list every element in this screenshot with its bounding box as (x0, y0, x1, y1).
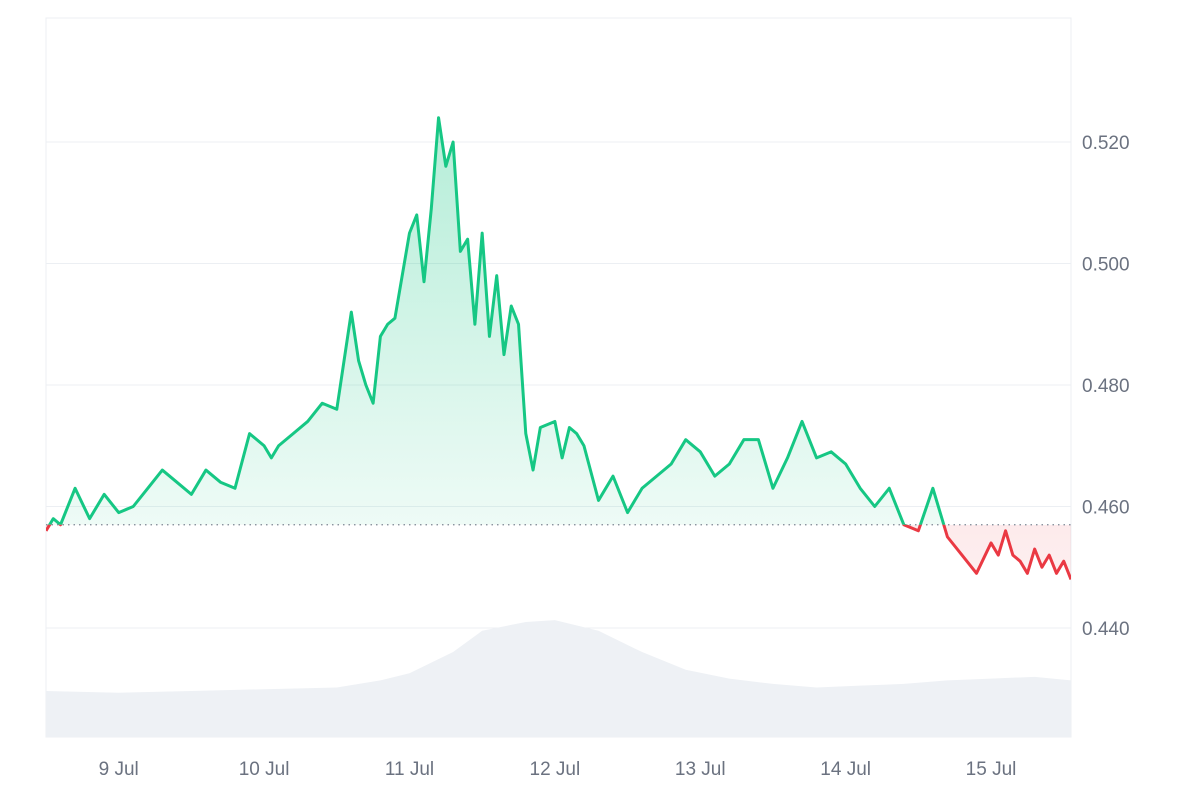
grid-lines (46, 141, 1071, 629)
y-tick-label: 0.500 (1082, 255, 1130, 276)
area-above-baseline (46, 117, 1071, 525)
x-axis-ticks: 9 Jul 10 Jul 11 Jul 12 Jul 13 Jul 14 Jul 15 Ju… (99, 759, 1017, 780)
x-tick-label: 9 Jul (99, 759, 139, 780)
area-below-baseline (46, 524, 1071, 580)
price-area-fill (46, 117, 1071, 580)
x-tick-label: 13 Jul (675, 759, 726, 780)
x-tick-label: 15 Jul (966, 759, 1017, 780)
volume-layer (46, 620, 1071, 737)
y-tick-label: 0.440 (1082, 619, 1130, 640)
x-tick-label: 12 Jul (530, 759, 581, 780)
volume-area (46, 620, 1071, 737)
y-tick-label: 0.520 (1082, 133, 1130, 154)
x-tick-label: 14 Jul (820, 759, 871, 780)
y-tick-label: 0.460 (1082, 498, 1130, 519)
price-line-layer (46, 116, 1071, 580)
x-tick-label: 11 Jul (385, 759, 434, 780)
x-tick-label: 10 Jul (239, 759, 290, 780)
price-line-up (47, 116, 946, 525)
y-axis-ticks: 0.440 0.460 0.480 0.500 0.520 (1082, 133, 1130, 640)
y-tick-label: 0.480 (1082, 376, 1130, 397)
